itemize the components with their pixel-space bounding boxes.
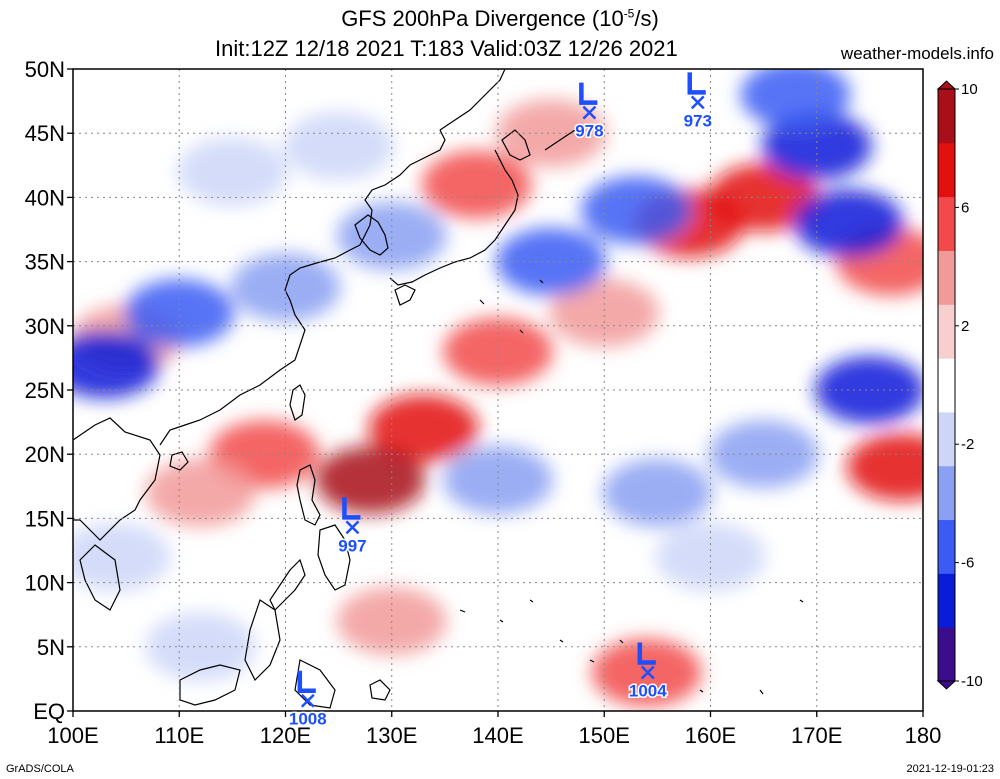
- footer-timestamp: 2021-12-19-01:23: [906, 763, 994, 775]
- low-marker: 973: [682, 72, 713, 132]
- colorbar-segment: [938, 250, 955, 305]
- divergence-field: [73, 69, 923, 707]
- colorbar-segment: [938, 627, 955, 682]
- colorbar-segment: [938, 304, 955, 359]
- field-blob: [793, 189, 904, 258]
- low-center-x: [300, 693, 315, 708]
- colorbar: 10 6 2 -2 -6 -10: [936, 80, 983, 690]
- low-center-x: [582, 105, 597, 120]
- low-letter-L: [637, 642, 656, 665]
- low-center-x: [640, 665, 655, 680]
- latitude-axis: 50N 45N 40N 35N 30N 25N 20N 15N 10N 5N EQ: [25, 57, 73, 724]
- low-marker: 1008: [287, 670, 328, 730]
- lat-tick-label: 40N: [25, 185, 65, 210]
- field-blob: [73, 522, 171, 591]
- colorbar-tick-label: 6: [961, 199, 969, 216]
- coastlines: [73, 69, 804, 709]
- lat-tick-label: 25N: [25, 378, 65, 403]
- field-blob: [814, 356, 923, 424]
- colorbar-tick-label: 10: [961, 81, 978, 98]
- low-pressure-label: 973: [684, 111, 712, 130]
- field-blob: [740, 69, 851, 129]
- lon-tick-label: 140E: [472, 723, 523, 748]
- field-blob: [443, 445, 553, 514]
- field-blob: [496, 227, 607, 296]
- field-blob: [283, 112, 394, 181]
- field-blob: [315, 445, 426, 514]
- field-blob: [177, 137, 288, 206]
- field-blob: [496, 99, 607, 168]
- colorbar-frame: [937, 88, 956, 682]
- lon-tick-label: 110E: [154, 723, 204, 748]
- field-blob: [846, 433, 923, 502]
- graticule: [73, 69, 923, 711]
- colorbar-min-arrow: [936, 680, 957, 690]
- lat-tick-label: 30N: [25, 314, 65, 339]
- lat-tick-label: 50N: [25, 57, 65, 82]
- colorbar-tick-label: 2: [961, 318, 969, 335]
- field-blob: [73, 330, 160, 399]
- field-blob: [124, 278, 235, 347]
- colorbar-segment: [938, 89, 955, 144]
- low-letter-L: [579, 82, 598, 105]
- lon-tick-label: 160E: [685, 723, 736, 748]
- lat-tick-label: 20N: [25, 442, 65, 467]
- low-center-x: [690, 95, 705, 110]
- colorbar-max-arrow: [936, 80, 957, 90]
- low-pressure-label: 1004: [629, 681, 667, 700]
- low-center-x: [345, 520, 360, 535]
- field-blob: [602, 458, 713, 527]
- lon-tick-label: 180: [905, 723, 942, 748]
- colorbar-segment: [938, 411, 955, 467]
- field-blob: [581, 176, 692, 245]
- lat-tick-label: 5N: [37, 635, 65, 660]
- lon-tick-label: 100E: [47, 723, 98, 748]
- lon-tick-label: 170E: [791, 723, 842, 748]
- colorbar-segment: [938, 519, 955, 574]
- field-blob: [761, 112, 872, 181]
- footer-software: GrADS/COLA: [6, 763, 74, 775]
- colorbar-segment: [938, 358, 955, 413]
- low-pressure-label: 978: [575, 122, 603, 141]
- low-pressure-markers: 978 973 997 1004 1008: [287, 72, 713, 730]
- field-blob: [145, 458, 256, 527]
- low-marker: 978: [574, 82, 605, 142]
- lon-tick-label: 120E: [260, 723, 311, 748]
- colorbar-segment: [938, 573, 955, 628]
- field-blob: [336, 201, 447, 270]
- lon-tick-label: 150E: [579, 723, 630, 748]
- low-pressure-label: 1008: [289, 710, 327, 729]
- colorbar-segment: [938, 196, 955, 251]
- low-pressure-label: 997: [338, 536, 366, 555]
- colorbar-tick-label: -2: [961, 436, 974, 453]
- colorbar-tick-label: -10: [961, 673, 983, 690]
- lat-tick-label: 15N: [25, 506, 65, 531]
- lat-tick-label: 45N: [25, 121, 65, 146]
- colorbar-tick-label: -6: [961, 555, 974, 572]
- low-marker: 997: [337, 497, 368, 557]
- lat-tick-label: 35N: [25, 250, 65, 275]
- lat-tick-label: 10N: [25, 571, 65, 596]
- colorbar-segment: [938, 465, 955, 521]
- chart-subtitle: Init:12Z 12/18 2021 T:183 Valid:03Z 12/2…: [215, 36, 678, 61]
- low-letter-L: [687, 72, 706, 95]
- lat-tick-label: EQ: [33, 699, 65, 724]
- site-credit: weather-models.info: [840, 44, 994, 63]
- low-letter-L: [297, 670, 316, 693]
- lon-tick-label: 130E: [366, 723, 417, 748]
- low-letter-L: [342, 497, 361, 520]
- low-marker: 1004: [627, 642, 669, 702]
- field-blob: [549, 278, 660, 347]
- chart-title: GFS 200hPa Divergence (10-5/s): [341, 6, 659, 31]
- colorbar-segment: [938, 142, 955, 198]
- field-blob: [368, 394, 479, 463]
- longitude-axis: 100E 110E 120E 130E 140E 150E 160E 170E 180: [47, 711, 941, 748]
